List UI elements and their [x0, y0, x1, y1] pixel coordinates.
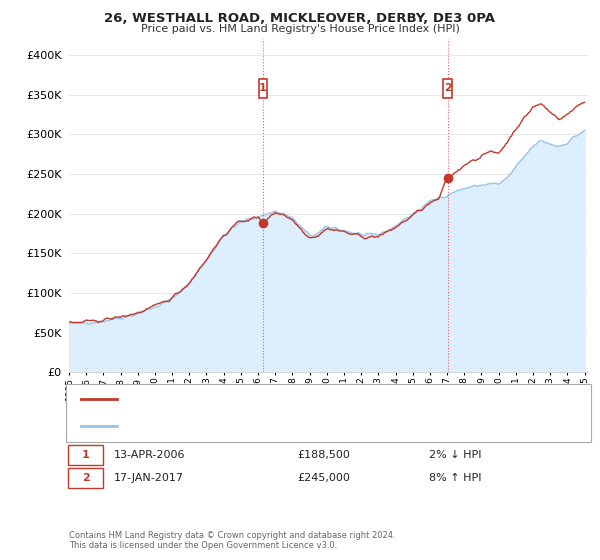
Text: 17-JAN-2017: 17-JAN-2017	[114, 473, 184, 483]
FancyBboxPatch shape	[259, 79, 268, 98]
Text: 2: 2	[444, 83, 452, 94]
Text: 2: 2	[82, 473, 89, 483]
Text: HPI: Average price, detached house, City of Derby: HPI: Average price, detached house, City…	[129, 421, 374, 431]
Text: 2% ↓ HPI: 2% ↓ HPI	[429, 450, 482, 460]
Text: Price paid vs. HM Land Registry's House Price Index (HPI): Price paid vs. HM Land Registry's House …	[140, 24, 460, 34]
FancyBboxPatch shape	[443, 79, 452, 98]
Text: 1: 1	[259, 83, 267, 94]
Text: £245,000: £245,000	[297, 473, 350, 483]
Text: 1: 1	[82, 450, 89, 460]
Text: 26, WESTHALL ROAD, MICKLEOVER, DERBY, DE3 0PA: 26, WESTHALL ROAD, MICKLEOVER, DERBY, DE…	[104, 12, 496, 25]
Text: 13-APR-2006: 13-APR-2006	[114, 450, 185, 460]
Text: Contains HM Land Registry data © Crown copyright and database right 2024.
This d: Contains HM Land Registry data © Crown c…	[69, 530, 395, 550]
Text: 8% ↑ HPI: 8% ↑ HPI	[429, 473, 482, 483]
Text: 26, WESTHALL ROAD, MICKLEOVER, DERBY, DE3 0PA (detached house): 26, WESTHALL ROAD, MICKLEOVER, DERBY, DE…	[129, 394, 477, 404]
Text: £188,500: £188,500	[297, 450, 350, 460]
